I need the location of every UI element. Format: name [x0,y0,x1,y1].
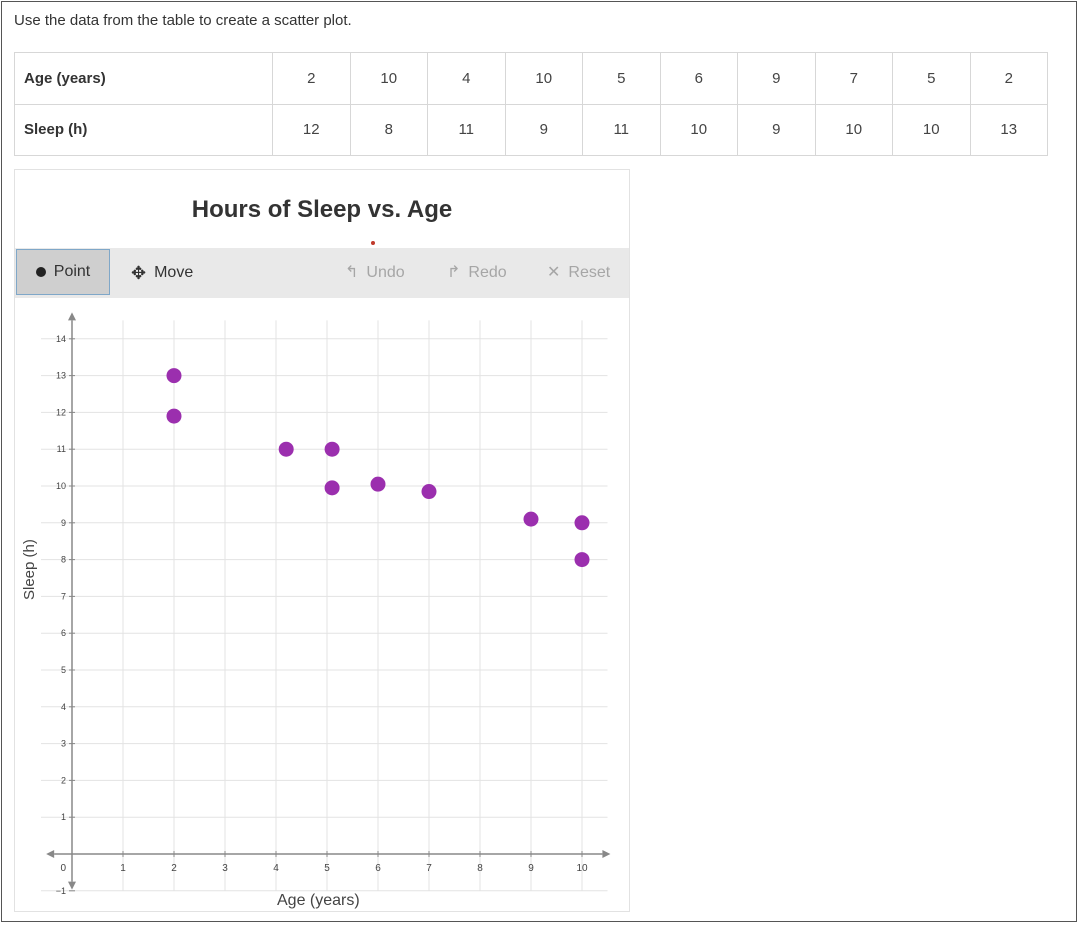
x-tick-label: 3 [222,863,228,874]
x-axis-arrow-right [602,850,611,858]
y-tick-label: 6 [61,628,66,638]
y-tick-label: 8 [61,555,66,565]
y-tick-label: 12 [56,407,66,417]
move-tool-label: Move [154,264,194,281]
table-cell: 11 [427,103,506,156]
scatter-point [324,480,340,496]
scatter-point [166,368,182,384]
table-cell: 5 [582,52,661,105]
table-cell: 9 [737,52,816,105]
x-tick-label: 7 [426,863,432,874]
table-cell: 9 [504,103,583,156]
table-cell: 9 [737,103,816,156]
origin-label: 0 [60,863,66,874]
x-tick-label: 8 [477,863,483,874]
table-cell: 6 [659,52,738,105]
y-tick-label: 13 [56,371,66,381]
y-tick-label: 10 [56,481,66,491]
x-axis-arrow-left [46,850,55,858]
y-axis-arrow-down [68,881,76,890]
point-tool-button[interactable]: Point [16,249,110,295]
data-table: Age (years) 2 10 4 10 5 6 9 7 5 2 Sleep … [14,52,1048,156]
y-axis-arrow-up [68,312,76,321]
y-tick-label: 11 [57,444,66,454]
table-cell: 10 [659,103,738,156]
x-tick-label: 6 [375,863,381,874]
y-tick-label: 4 [61,702,66,712]
row-header-age: Age (years) [14,52,273,105]
y-tick-label: 1 [61,812,66,822]
redo-icon: ↱ [447,264,461,281]
table-cell: 10 [504,52,583,105]
point-tool-label: Point [53,263,91,280]
y-axis-label: Sleep (h) [21,539,38,600]
table-cell: 10 [349,52,428,105]
reset-label: Reset [568,264,611,281]
table-cell: 11 [582,103,661,156]
table-row-sleep: Sleep (h) 12 8 11 9 11 10 9 10 10 13 [14,103,1048,156]
undo-button[interactable]: ↰ Undo [345,248,405,298]
table-cell: 2 [969,52,1048,105]
y-tick-label: 14 [56,334,66,344]
table-cell: 10 [892,103,971,156]
scatter-point [370,476,386,492]
move-tool-button[interactable]: ✥ Move [131,248,193,298]
x-tick-label: 1 [120,863,126,874]
scatter-point [421,484,437,500]
indicator-dot [371,241,375,245]
x-tick-label: 10 [576,863,588,874]
undo-label: Undo [366,264,405,281]
instruction-text: Use the data from the table to create a … [14,12,352,29]
row-header-sleep: Sleep (h) [14,103,273,156]
table-cell: 4 [427,52,506,105]
scatter-point [574,552,590,568]
scatter-point [278,441,294,457]
scatter-point [574,515,590,531]
table-cell: 13 [969,103,1048,156]
table-cell: 5 [892,52,971,105]
table-cell: 12 [272,103,351,156]
y-tick-label: −1 [56,886,66,896]
y-tick-label: 5 [61,665,66,675]
undo-icon: ↰ [345,264,359,281]
graph-panel: Hours of Sleep vs. Age Point ✥ Move ↰ Un… [14,169,630,912]
table-cell: 8 [349,103,428,156]
y-tick-label: 3 [61,739,66,749]
y-tick-label: 2 [61,775,66,785]
graph-toolbar: Point ✥ Move ↰ Undo ↱ Redo ✕ Reset [15,248,629,298]
redo-label: Redo [468,264,507,281]
y-tick-label: 7 [61,591,66,601]
table-cell: 2 [272,52,351,105]
x-tick-label: 5 [324,863,330,874]
point-icon [35,267,46,277]
x-axis-label: Age (years) [277,892,360,909]
move-icon: ✥ [131,263,147,283]
reset-button[interactable]: ✕ Reset [547,248,610,298]
table-cell: 7 [814,52,893,105]
redo-button[interactable]: ↱ Redo [447,248,507,298]
chart-title: Hours of Sleep vs. Age [191,196,453,223]
x-tick-label: 2 [171,863,177,874]
table-cell: 10 [814,103,893,156]
scatter-point [523,511,539,527]
reset-icon: ✕ [547,264,561,281]
table-row-age: Age (years) 2 10 4 10 5 6 9 7 5 2 [14,52,1048,105]
y-tick-label: 9 [61,518,66,528]
scatter-point [324,441,340,457]
x-tick-label: 9 [528,863,534,874]
x-tick-label: 4 [273,863,279,874]
scatter-point [166,408,182,424]
